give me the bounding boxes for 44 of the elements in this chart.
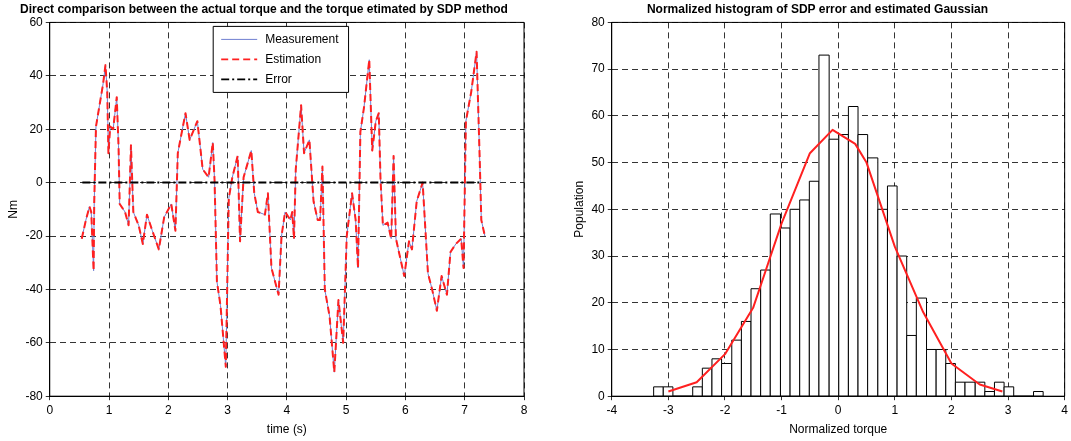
x-tick-label: 7 <box>461 402 469 417</box>
x-tick-label: 5 <box>342 402 350 417</box>
y-tick-label: 10 <box>591 341 606 356</box>
x-tick-label: 2 <box>948 402 956 417</box>
y-tick-label: 40 <box>29 68 44 83</box>
y-tick-label: 60 <box>29 14 44 29</box>
x-tick-label: 6 <box>402 402 410 417</box>
y-tick-label: 20 <box>591 295 606 310</box>
x-tick-label: -4 <box>606 402 618 417</box>
legend-label: Estimation <box>265 51 322 66</box>
x-tick-label: 0 <box>46 402 54 417</box>
chart-title: Normalized histogram of SDP error and estimated Gaussian <box>646 1 989 16</box>
y-tick-label: 20 <box>29 121 44 136</box>
x-tick-label: -3 <box>663 402 675 417</box>
legend-label: Error <box>265 71 292 86</box>
x-tick-label: 1 <box>891 402 899 417</box>
y-tick-label: -80 <box>25 388 44 403</box>
y-tick-label: 40 <box>591 201 606 216</box>
y-tick-label: 70 <box>591 61 606 76</box>
y-axis-title: Population <box>571 180 586 238</box>
y-tick-label: -60 <box>25 335 44 350</box>
y-tick-label: 60 <box>591 108 606 123</box>
x-axis-title: time (s) <box>266 422 307 437</box>
y-tick-label: 50 <box>591 154 606 169</box>
chart-title: Direct comparison between the actual torque and the torque etimated by SDP method <box>20 1 508 16</box>
x-tick-label: -1 <box>776 402 788 417</box>
y-tick-label: 80 <box>591 14 606 29</box>
x-tick-label: 4 <box>1061 402 1069 417</box>
x-axis-title: Normalized torque <box>789 422 888 437</box>
y-tick-label: -40 <box>25 281 44 296</box>
x-tick-label: 0 <box>834 402 842 417</box>
x-tick-label: 3 <box>224 402 232 417</box>
x-tick-label: 2 <box>164 402 172 417</box>
legend-label: Measurement <box>265 31 340 46</box>
x-tick-label: 1 <box>105 402 113 417</box>
x-tick-label: 3 <box>1004 402 1012 417</box>
y-tick-label: -20 <box>25 228 44 243</box>
x-tick-label: 4 <box>283 402 291 417</box>
y-tick-label: 30 <box>591 248 606 263</box>
y-tick-label: 0 <box>598 388 606 403</box>
x-tick-label: 8 <box>520 402 528 417</box>
y-tick-label: 0 <box>36 174 44 189</box>
y-axis-title: Nm <box>5 199 20 219</box>
x-tick-label: -2 <box>719 402 731 417</box>
